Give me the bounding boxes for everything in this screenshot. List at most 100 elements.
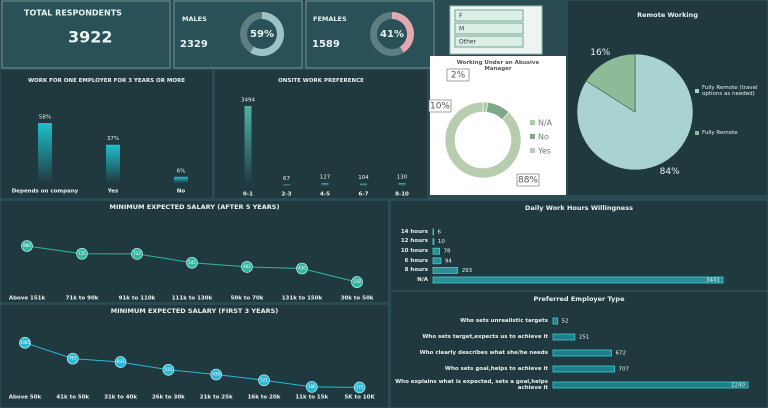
y-tick-label: 10 hours [400, 247, 428, 254]
bar-value-label: 127 [320, 175, 331, 181]
pie-slice [585, 53, 636, 113]
y-tick-label: Who sets unrealistic targets [460, 317, 548, 324]
bar [432, 276, 724, 284]
legend-label-box: Fully Remote (travel options as needed) [702, 85, 757, 98]
point [296, 262, 308, 275]
legend-label: Fully Remote [702, 129, 738, 136]
bar [432, 257, 442, 265]
legend-label: No [538, 133, 549, 142]
point [114, 356, 127, 368]
point-label: 175 [356, 384, 364, 389]
kpi-label: FEMALES [313, 15, 347, 23]
legend-swatch [695, 89, 699, 93]
y-tick-label-box: Who sets target,expects us to achieve it [422, 333, 548, 340]
point-label: 693 [117, 359, 125, 364]
point [258, 374, 270, 387]
label-box [516, 173, 540, 187]
y-tick-label: Who sets target,expects us to achieve it [422, 333, 548, 340]
point [186, 256, 198, 269]
chart-title: WORK FOR ONE EMPLOYER FOR 3 YEARS OR MOR… [27, 77, 186, 84]
panel [391, 201, 767, 290]
y-tick-label: 14 hours [400, 228, 428, 235]
y-tick-label-box: Who sets unrealistic targets [460, 317, 548, 324]
bar-value-label: 2240 [731, 383, 745, 389]
label-box [446, 68, 470, 82]
point-label: 439 [212, 371, 220, 376]
bar [398, 183, 406, 186]
bar-value-label: 37% [107, 136, 119, 142]
x-tick-label: No [177, 189, 186, 195]
bar-value-label: 130 [397, 175, 408, 181]
x-tick-label: 6-7 [359, 192, 369, 198]
y-tick-label: Who clearly describes what she/he needs [419, 349, 548, 356]
point-label: 1085 [20, 340, 31, 345]
point-label: 763 [69, 356, 77, 361]
bar-value-label: 251 [579, 335, 590, 341]
kpi-card [1, 0, 171, 69]
point-label: 430 [298, 266, 306, 271]
x-tick-label: 11k to 15k [295, 395, 328, 401]
chart-title-box: ONSITE WORK PREFERENCE [278, 77, 364, 84]
slice-label: 84% [660, 167, 680, 177]
point-label: 186 [308, 384, 316, 389]
bar [552, 381, 749, 389]
legend-swatch [530, 120, 535, 125]
slice-label: 2% [451, 71, 466, 81]
x-tick-label: 131k to 150k [282, 296, 323, 302]
slicer-item[interactable] [454, 35, 524, 48]
x-tick-label: Depends on company [12, 189, 79, 195]
y-tick-label-box: 14 hours [400, 228, 428, 235]
slicer-item-label: M [459, 26, 464, 33]
slice-label: 88% [518, 176, 538, 186]
point [351, 276, 363, 288]
x-tick-label: Above 151k [9, 296, 46, 302]
bar [552, 365, 615, 373]
bar [432, 266, 459, 274]
bar-value-label: 707 [619, 367, 630, 373]
bar [432, 228, 434, 236]
point-label: 462 [243, 264, 251, 269]
x-tick-label: 4-5 [320, 192, 330, 198]
bar-value-label: 6 [438, 230, 442, 236]
panel [1, 305, 388, 407]
slice-label: 10% [430, 102, 450, 112]
x-tick-label: 50k to 70k [231, 296, 264, 302]
x-tick-label: 91k to 110k [119, 296, 156, 302]
slicer-item[interactable] [454, 22, 524, 35]
point-label: 722 [133, 251, 141, 256]
x-tick-label: Above 50k [9, 395, 42, 401]
point [21, 240, 33, 252]
point [210, 368, 222, 381]
y-tick-label-box: N/A [417, 276, 428, 283]
chart-title: Daily Work Hours Willingness [525, 204, 633, 212]
chart-title-box: WORK FOR ONE EMPLOYER FOR 3 YEARS OR MOR… [27, 77, 186, 84]
y-tick-label: N/A [417, 276, 428, 283]
x-tick-label: 41k to 50k [56, 395, 89, 401]
donut-arc [250, 12, 285, 56]
donut-label: 41% [380, 29, 404, 40]
bar [432, 247, 440, 255]
bar-value-label: 94 [445, 258, 452, 264]
bar-value-label: 293 [462, 268, 473, 274]
bar [432, 238, 435, 246]
point [19, 337, 31, 349]
point-label: 725 [78, 251, 86, 256]
line [24, 342, 360, 388]
bar-value-label: 67 [283, 176, 290, 182]
bar [244, 106, 252, 186]
bar [552, 333, 576, 341]
chart-title: ONSITE WORK PREFERENCE [278, 77, 364, 84]
chart-title: Working Under an Abusive Manager [456, 59, 540, 73]
slicer-item[interactable] [454, 9, 524, 22]
x-tick-label: 21k to 25k [200, 395, 233, 401]
y-tick-label: 12 hours [400, 238, 428, 245]
legend-swatch [530, 134, 535, 139]
kpi-card [305, 0, 435, 69]
y-tick-label-box: 12 hours [400, 238, 428, 245]
legend-swatch [530, 148, 535, 153]
point [162, 363, 175, 376]
y-tick-label: 8 hours [404, 267, 428, 274]
point [241, 261, 253, 273]
legend-label: N/A [538, 119, 553, 128]
